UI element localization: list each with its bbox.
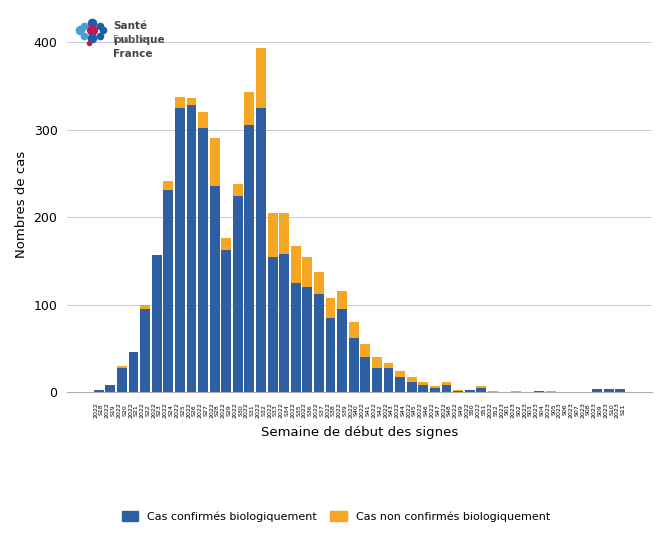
Bar xyxy=(384,363,393,368)
Bar xyxy=(372,367,382,392)
Bar xyxy=(94,390,103,392)
Bar xyxy=(314,272,324,294)
Bar xyxy=(430,388,439,392)
Bar xyxy=(163,190,173,392)
Bar xyxy=(442,385,452,392)
Bar xyxy=(198,112,208,128)
Bar xyxy=(546,391,556,392)
Bar xyxy=(326,318,335,392)
Bar xyxy=(117,366,127,367)
X-axis label: Semaine de début des signes: Semaine de début des signes xyxy=(261,426,458,439)
Bar xyxy=(314,294,324,392)
Bar xyxy=(326,297,335,318)
Bar xyxy=(267,213,278,257)
Bar xyxy=(616,388,625,389)
Bar xyxy=(291,246,300,283)
Bar xyxy=(592,389,602,392)
Bar xyxy=(349,338,359,392)
Bar xyxy=(175,108,185,392)
Bar xyxy=(267,257,278,392)
Legend: Cas confirmés biologiquement, Cas non confirmés biologiquement: Cas confirmés biologiquement, Cas non co… xyxy=(118,506,554,526)
Bar xyxy=(419,381,428,385)
Bar xyxy=(511,391,521,392)
Bar xyxy=(106,385,115,392)
Bar xyxy=(407,381,417,392)
Bar xyxy=(256,108,266,392)
Bar xyxy=(592,388,602,389)
Bar xyxy=(245,125,254,392)
Bar xyxy=(360,344,370,357)
Bar xyxy=(476,388,486,392)
Bar xyxy=(187,98,196,105)
Bar xyxy=(453,391,463,392)
Bar xyxy=(419,385,428,392)
Bar xyxy=(407,377,417,381)
Bar xyxy=(442,382,452,385)
Bar xyxy=(395,371,405,377)
Bar xyxy=(465,390,474,392)
Bar xyxy=(152,255,161,392)
Bar xyxy=(604,388,614,389)
Bar xyxy=(384,368,393,392)
Bar xyxy=(337,309,347,392)
Bar xyxy=(280,254,289,392)
Y-axis label: Nombres de cas: Nombres de cas xyxy=(15,150,28,258)
Bar xyxy=(198,128,208,392)
Bar xyxy=(302,287,312,392)
Bar xyxy=(337,292,347,309)
Bar xyxy=(256,48,266,108)
Bar xyxy=(233,184,243,196)
Bar xyxy=(395,377,405,392)
Text: France: France xyxy=(113,34,147,45)
Bar xyxy=(488,391,498,392)
Bar xyxy=(280,213,289,254)
Bar xyxy=(210,137,220,186)
Bar xyxy=(291,283,300,392)
Text: Santé
publique
France: Santé publique France xyxy=(113,20,165,60)
Bar xyxy=(221,238,231,250)
Bar xyxy=(140,309,150,392)
Bar xyxy=(128,352,138,392)
Bar xyxy=(163,182,173,190)
Bar xyxy=(476,386,486,388)
Bar xyxy=(210,186,220,392)
Bar xyxy=(233,196,243,392)
Bar xyxy=(604,389,614,392)
Bar xyxy=(372,357,382,367)
Bar xyxy=(360,357,370,392)
Bar xyxy=(245,92,254,125)
Bar xyxy=(349,322,359,338)
Bar xyxy=(534,391,544,392)
Bar xyxy=(140,306,150,309)
Bar xyxy=(117,367,127,392)
Bar xyxy=(453,390,463,391)
Bar xyxy=(187,105,196,392)
Bar xyxy=(430,386,439,388)
Bar xyxy=(221,250,231,392)
Bar xyxy=(616,389,625,392)
Bar xyxy=(302,257,312,287)
Bar xyxy=(175,97,185,108)
